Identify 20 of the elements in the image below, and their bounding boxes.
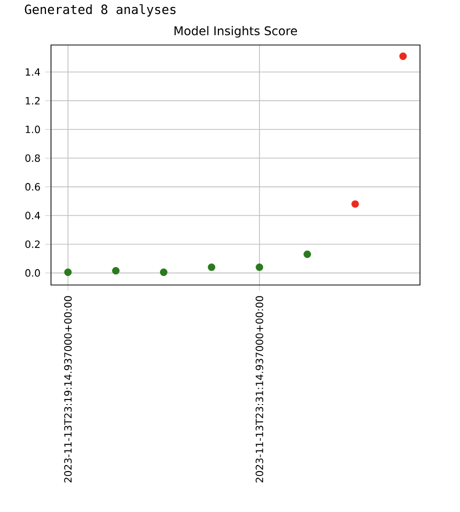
y-tick-label: 1.0 [26,126,40,134]
y-tick-label: 0.2 [25,240,40,248]
y-tick-label: 0.4 [25,212,40,220]
y-tick-label: 1.2 [26,96,40,104]
y-tick-label: 0.6 [25,183,40,191]
point [399,52,407,60]
text: Generated 8 analyses [24,4,176,17]
y-tick-label: 0.0 [25,269,40,277]
point [208,263,216,271]
point [64,268,72,276]
point [160,268,168,276]
x-tick-label: 2023-11-13T23:31:14.937000+00:00 [256,296,264,482]
y-tick-label: 0.8 [25,154,40,162]
point [256,263,264,271]
x-tick-label: 2023-11-13T23:19:14.937000+00:00 [64,296,72,482]
y-tick-label: 1.4 [26,68,40,76]
point [112,267,120,275]
point [304,250,312,258]
chart-title: Model Insights Score [174,26,297,38]
point [351,200,359,208]
